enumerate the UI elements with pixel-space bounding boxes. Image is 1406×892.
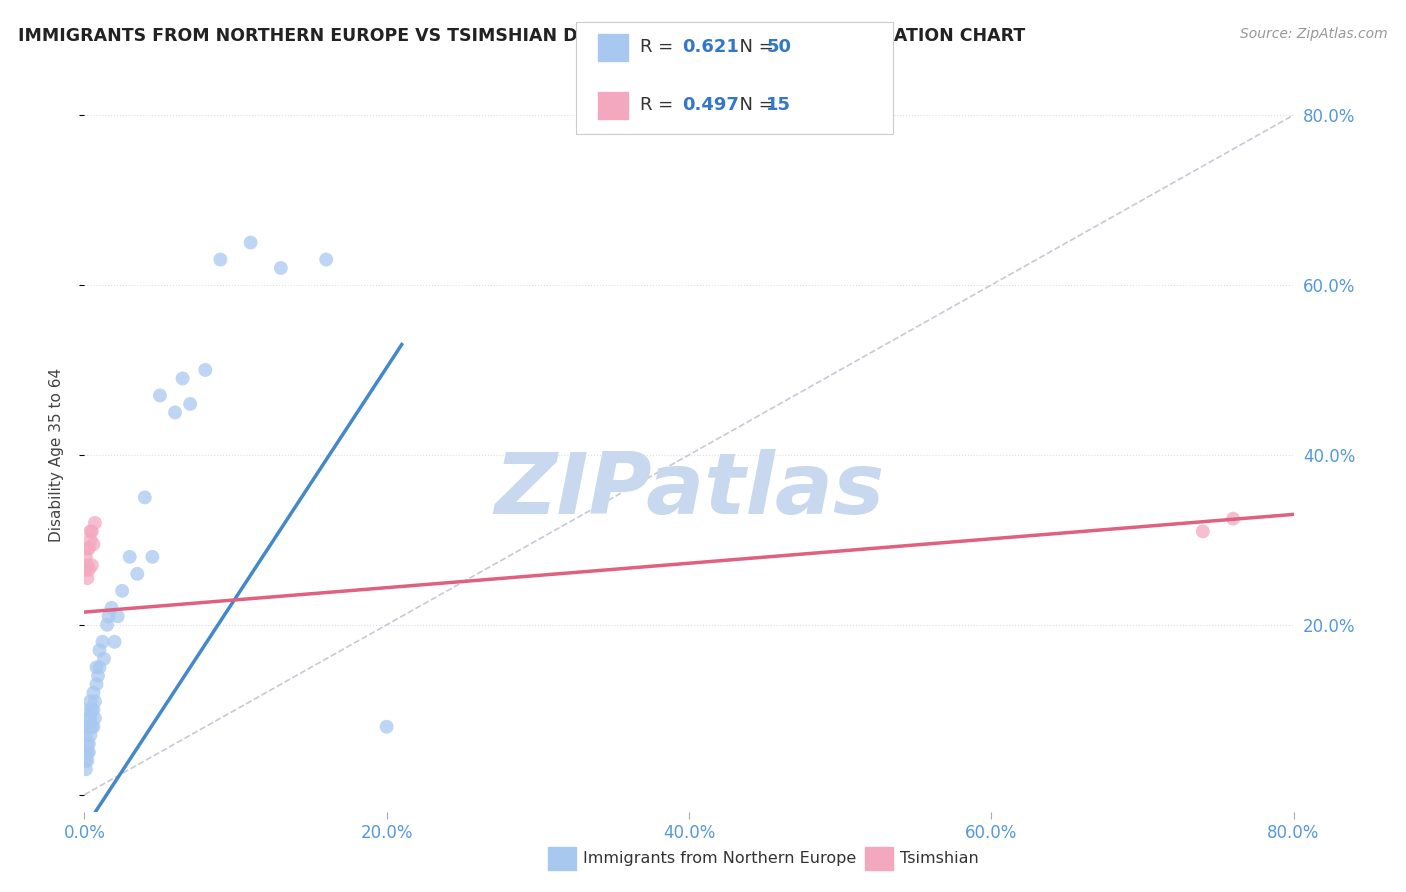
Point xyxy=(172,371,194,385)
Point xyxy=(76,541,98,556)
Point xyxy=(141,549,163,564)
Point xyxy=(75,754,97,768)
Point xyxy=(79,711,101,725)
Point xyxy=(1222,511,1244,525)
Point xyxy=(89,643,111,657)
Text: N =: N = xyxy=(728,38,780,56)
Point xyxy=(134,491,156,505)
Point xyxy=(97,609,120,624)
Point xyxy=(194,363,217,377)
Point xyxy=(76,558,98,573)
Point xyxy=(127,566,149,581)
Point xyxy=(179,397,201,411)
Point xyxy=(76,737,98,751)
Text: 15: 15 xyxy=(766,96,792,114)
Text: Source: ZipAtlas.com: Source: ZipAtlas.com xyxy=(1240,27,1388,41)
Text: 50: 50 xyxy=(766,38,792,56)
Point xyxy=(79,524,101,539)
Text: 0.621: 0.621 xyxy=(682,38,738,56)
Text: N =: N = xyxy=(728,96,780,114)
Point xyxy=(91,635,114,649)
Point xyxy=(79,694,101,708)
Point xyxy=(84,694,107,708)
Point xyxy=(82,686,104,700)
Point xyxy=(75,728,97,742)
Point xyxy=(80,558,103,573)
Point xyxy=(118,549,141,564)
Text: R =: R = xyxy=(640,96,679,114)
Point xyxy=(86,660,108,674)
Point xyxy=(75,745,97,759)
Point xyxy=(77,745,100,759)
Point xyxy=(104,635,127,649)
Point xyxy=(76,754,98,768)
Point xyxy=(75,549,97,564)
Point xyxy=(77,541,100,556)
Text: Tsimshian: Tsimshian xyxy=(900,851,979,866)
Text: Immigrants from Northern Europe: Immigrants from Northern Europe xyxy=(583,851,856,866)
Point xyxy=(93,652,115,666)
Point xyxy=(82,720,104,734)
Point xyxy=(79,728,101,742)
Point xyxy=(77,720,100,734)
Point xyxy=(76,745,98,759)
Point xyxy=(375,720,398,734)
Point xyxy=(84,711,107,725)
Point xyxy=(87,669,110,683)
Point xyxy=(1192,524,1215,539)
Point xyxy=(209,252,232,267)
Point xyxy=(239,235,262,250)
Point xyxy=(80,720,103,734)
Point xyxy=(76,571,98,585)
Point xyxy=(107,609,129,624)
Point xyxy=(315,252,337,267)
Point xyxy=(96,617,118,632)
Text: IMMIGRANTS FROM NORTHERN EUROPE VS TSIMSHIAN DISABILITY AGE 35 TO 64 CORRELATION: IMMIGRANTS FROM NORTHERN EUROPE VS TSIMS… xyxy=(18,27,1025,45)
Text: R =: R = xyxy=(640,38,679,56)
Point xyxy=(80,524,103,539)
Point xyxy=(77,563,100,577)
Text: ZIPatlas: ZIPatlas xyxy=(494,449,884,533)
Point xyxy=(79,533,101,547)
Point xyxy=(75,762,97,776)
Point xyxy=(89,660,111,674)
Point xyxy=(82,703,104,717)
Point xyxy=(76,703,98,717)
Point xyxy=(149,388,172,402)
Point xyxy=(77,737,100,751)
Point xyxy=(270,260,292,275)
Point xyxy=(82,537,104,551)
Point xyxy=(84,516,107,530)
Point xyxy=(165,405,187,419)
Point xyxy=(100,600,122,615)
Point xyxy=(77,711,100,725)
Point xyxy=(76,720,98,734)
Y-axis label: Disability Age 35 to 64: Disability Age 35 to 64 xyxy=(49,368,63,542)
Point xyxy=(75,563,97,577)
Text: 0.497: 0.497 xyxy=(682,96,738,114)
Point xyxy=(111,583,134,598)
Point xyxy=(80,703,103,717)
Point xyxy=(86,677,108,691)
